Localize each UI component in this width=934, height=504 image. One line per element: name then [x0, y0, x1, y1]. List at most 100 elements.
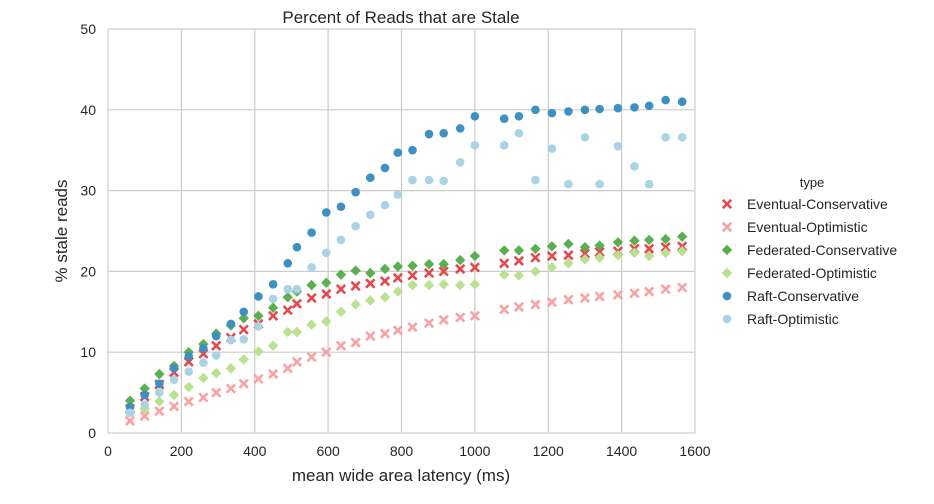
data-point	[613, 103, 623, 113]
data-point	[546, 241, 558, 252]
data-point	[470, 141, 480, 150]
data-point	[469, 250, 481, 262]
data-point	[629, 235, 640, 246]
data-point	[306, 319, 317, 330]
data-point	[379, 292, 391, 303]
data-point	[630, 162, 639, 171]
y-tick-label: 50	[80, 21, 96, 37]
data-point	[140, 400, 149, 410]
data-point	[513, 270, 525, 281]
data-point	[267, 310, 279, 321]
data-point	[282, 326, 293, 338]
data-point	[365, 267, 376, 279]
data-point	[392, 286, 404, 297]
data-point	[563, 294, 574, 305]
data-point	[595, 104, 604, 114]
data-point	[661, 95, 670, 105]
data-point	[238, 324, 249, 335]
data-point	[282, 363, 293, 374]
data-point	[594, 252, 605, 263]
data-point	[336, 202, 346, 212]
data-point	[379, 263, 391, 275]
data-point	[661, 132, 670, 142]
data-point	[238, 378, 249, 389]
legend-marker	[721, 244, 733, 256]
data-points	[124, 95, 688, 426]
data-point	[225, 383, 237, 394]
data-point	[291, 326, 303, 338]
data-point	[499, 258, 510, 269]
x-tick-label: 1200	[533, 443, 564, 459]
legend-marker	[721, 198, 733, 210]
data-point	[530, 299, 541, 310]
x-tick-label: 1000	[459, 443, 490, 459]
series-raft-conservative	[125, 95, 687, 412]
data-point	[239, 307, 249, 317]
data-point	[564, 107, 573, 116]
y-tick-label: 30	[80, 183, 96, 199]
data-point	[155, 379, 164, 389]
legend-item: Raft-Conservative	[722, 288, 859, 304]
data-point	[380, 163, 390, 173]
data-point	[253, 373, 264, 384]
data-point	[438, 279, 449, 290]
y-tick-label: 10	[80, 344, 96, 360]
data-point	[169, 375, 179, 384]
legend-label: Raft-Optimistic	[747, 311, 839, 327]
data-point	[335, 284, 347, 295]
data-point	[677, 132, 687, 142]
data-point	[455, 124, 465, 133]
data-point	[514, 128, 524, 138]
data-point	[365, 278, 376, 289]
data-point	[514, 111, 524, 121]
x-tick-label: 1400	[606, 443, 637, 459]
legend-marker	[721, 267, 733, 279]
data-point	[644, 101, 654, 111]
series-raft-optimistic	[125, 128, 687, 418]
legend-marker	[721, 221, 733, 233]
y-axis-label: % stale reads	[52, 180, 71, 283]
data-point	[154, 406, 165, 417]
legend: type Eventual-Conservative Eventual-Optim…	[721, 175, 897, 327]
legend-item: Raft-Optimistic	[722, 311, 839, 327]
data-point	[199, 358, 208, 368]
data-point	[211, 351, 221, 360]
data-point	[365, 295, 376, 306]
data-point	[321, 208, 331, 217]
data-point	[530, 243, 541, 254]
data-point	[292, 242, 302, 252]
data-point	[439, 128, 448, 138]
data-point	[306, 279, 317, 291]
data-point	[225, 363, 237, 374]
data-point	[254, 322, 263, 331]
data-point	[321, 248, 331, 258]
data-point	[253, 310, 264, 322]
data-point	[580, 105, 590, 115]
data-point	[253, 346, 264, 357]
data-point	[393, 148, 403, 157]
data-point	[239, 334, 249, 344]
data-point	[563, 238, 574, 250]
data-point	[169, 364, 179, 373]
data-point	[307, 228, 316, 237]
data-point	[643, 250, 655, 262]
legend-label: Eventual-Conservative	[747, 196, 888, 212]
data-point	[365, 330, 376, 342]
legend-label: Eventual-Optimistic	[747, 219, 868, 235]
legend-item: Eventual-Optimistic	[721, 219, 868, 235]
data-point	[644, 243, 655, 254]
data-point	[455, 312, 466, 323]
data-point	[423, 317, 435, 329]
axis-ticks: 0 200 400 600 800 1000 1200 1400 1600 0 10 20 30 40 50	[80, 21, 710, 459]
data-point	[455, 263, 466, 275]
data-point	[644, 286, 655, 297]
data-point	[531, 105, 540, 115]
legend-label: Federated-Conservative	[747, 242, 897, 258]
data-point	[676, 231, 688, 242]
y-tick-label: 20	[80, 263, 96, 279]
data-point	[407, 270, 418, 281]
data-point	[139, 383, 150, 394]
data-point	[198, 372, 209, 384]
x-tick-label: 600	[316, 443, 340, 459]
